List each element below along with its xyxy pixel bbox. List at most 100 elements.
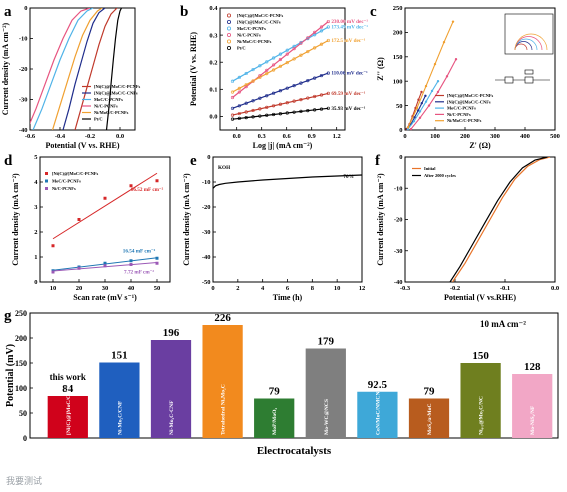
legend-b: [Ni(C)@]MoC/C-PCNFs [Ni(C)@]MoC/C-CNFsMoC… <box>226 13 284 51</box>
legend-label-a: Ni/MoC/C-PCNFs <box>94 110 129 115</box>
data-point-b <box>258 114 262 118</box>
series-line-a-0 <box>74 8 118 130</box>
legend-label-b: [Ni(C)@]MoC/C-PCNFs <box>237 13 284 18</box>
y-tick-label-f: -40 <box>394 279 403 286</box>
bar-category-label: CoN/MoC/NMCNFs <box>375 385 381 435</box>
x-tick-label-e: 2 <box>236 285 239 292</box>
data-point-d <box>51 244 55 248</box>
y-tick-label-g: 50 <box>19 409 27 418</box>
y-tick-label-f: -10 <box>394 185 403 192</box>
y-tick-label-g: 0 <box>23 434 27 443</box>
bar-value-label: 128 <box>524 361 541 373</box>
x-axis-label-b: Log |j| (mA cm⁻²) <box>253 141 313 150</box>
series-line-b-3 <box>232 21 329 98</box>
panel-label-c: c <box>370 4 377 20</box>
data-point-b <box>319 29 324 33</box>
panel-label-g: g <box>4 308 12 324</box>
y-tick-label-e: 0 <box>207 154 210 161</box>
nyquist-point <box>415 106 419 110</box>
x-tick-label-b: 0.9 <box>308 133 317 140</box>
x-tick-label-f: -0.3 <box>400 285 411 292</box>
bar-8 <box>460 363 501 438</box>
legend-label-b: Pt/C <box>237 46 246 51</box>
bar-category-label: Mo-WC@NCS <box>324 399 330 435</box>
data-point-b <box>285 101 289 105</box>
nyquist-point <box>406 126 410 129</box>
x-tick-label-b: 0.6 <box>283 133 292 140</box>
legend-marker-d <box>45 179 48 183</box>
x-tick-label-c: 300 <box>490 133 500 140</box>
plot-frame-c <box>404 7 556 131</box>
data-point-b <box>285 86 289 90</box>
legend-marker-b <box>226 39 231 44</box>
panel-b: b 0.0 0.3 0.6 0.9 1.2 0.0 0.1 0.2 0.3 0.4 Log |j| (… <box>180 4 368 150</box>
data-point-b <box>313 76 317 80</box>
legend-marker-b <box>226 26 231 31</box>
panel-a: a -0.6 -0.4 -0.2 0.0 -40 -30 -20 -10 0 Potential (… <box>1 4 136 150</box>
x-tick-label-a: -0.2 <box>85 133 95 140</box>
y-tick-label-c: 200 <box>393 30 403 37</box>
data-point-b <box>319 73 324 78</box>
panel-label-d: d <box>4 153 13 169</box>
y-tick-label-d: 3 <box>34 204 38 211</box>
data-point-b <box>326 25 330 29</box>
y-tick-label-c: 0 <box>399 127 402 134</box>
data-point-b <box>278 102 283 106</box>
series-line-b-5 <box>232 107 329 120</box>
panel-c: c 0 100 200 300 400 500 0 50 100 150 200 250 Z' (Ω) Z'… <box>370 4 560 150</box>
series-line-a-4 <box>51 8 103 130</box>
x-tick-label-d: 10 <box>50 285 57 292</box>
y-axis-label-g: Potential (mV) <box>5 344 16 407</box>
watermark: 我要测试 <box>6 477 43 487</box>
legend-label-b: Ni/MoC/C-PCNFs <box>237 39 272 44</box>
y-axis-label-e: Current density (mA cm⁻²) <box>182 173 191 266</box>
x-tick-label-f: -0.2 <box>450 285 460 292</box>
data-point-b <box>251 79 255 83</box>
legend-d: [Ni(C)@]MoC/C-PCNFs MoC/C-PCNFs Ni/C-PCNFs <box>45 171 99 191</box>
data-point-b <box>313 108 317 112</box>
panel-label-e: e <box>190 153 197 169</box>
data-point-b <box>271 104 276 108</box>
legend-label-a: MoC/C-PCNFs <box>94 97 123 102</box>
legend-label-a: [Ni(C)@]MoC/C-CNFs <box>94 91 138 96</box>
nyquist-point <box>412 120 416 123</box>
x-tick-label-e: 10 <box>334 285 341 292</box>
y-tick-label-f: 0 <box>399 154 402 161</box>
y-tick-label-d: 5 <box>34 154 38 161</box>
series-line-b-1 <box>232 72 329 109</box>
legend-a: [Ni(C)@]MoC/C-PCNFs [Ni(C)@]MoC/C-CNFsMoC… <box>82 84 141 122</box>
nyquist-point <box>418 116 422 120</box>
data-point-b <box>258 107 262 111</box>
series-line-e-0 <box>213 174 362 189</box>
y-tick-label-f: -30 <box>394 248 403 255</box>
legend-marker-b <box>226 19 231 24</box>
x-tick-label-b: 0.0 <box>233 133 241 140</box>
data-point-b <box>292 84 296 88</box>
data-point-b <box>230 113 235 117</box>
data-point-d <box>103 261 107 265</box>
data-point-d <box>129 184 133 188</box>
bar-value-label: 92.5 <box>368 379 388 391</box>
data-point-b <box>271 68 276 72</box>
legend-marker-d <box>45 187 48 190</box>
y-tick-label-a: -20 <box>19 66 28 73</box>
plot-frame-b <box>219 7 346 131</box>
bar-category-label: [Ni(C)@]MoC/C-PCNFs <box>65 375 72 435</box>
legend-label-a: Ni/C-PCNFs <box>94 104 118 109</box>
y-tick-label-g: 100 <box>15 384 27 393</box>
legend-label-c: Ni/C-PCNFs <box>447 112 471 117</box>
bar-value-label: 150 <box>472 350 489 362</box>
data-point-b <box>306 96 310 100</box>
x-axis-label-d: Scan rate (mV s⁻¹) <box>73 293 137 302</box>
nyquist-line-3 <box>410 58 457 130</box>
series-line-b-0 <box>232 92 329 116</box>
data-point-d <box>129 259 133 263</box>
nyquist-point <box>409 127 413 131</box>
panel-d: d 10 20 30 40 50 0 1 2 3 4 5 Scan rate (mV s⁻¹) Curre… <box>4 153 171 302</box>
y-axis-label-f: Current density (mA cm⁻²) <box>376 173 385 266</box>
x-axis-label-e: Time (h) <box>273 293 303 302</box>
data-point-d <box>103 196 107 200</box>
y-tick-label-a: -10 <box>19 36 28 43</box>
y-tick-label-b: 0.1 <box>209 87 217 94</box>
bar-category-label: Ni-Mo₂C/CNF <box>117 400 123 435</box>
